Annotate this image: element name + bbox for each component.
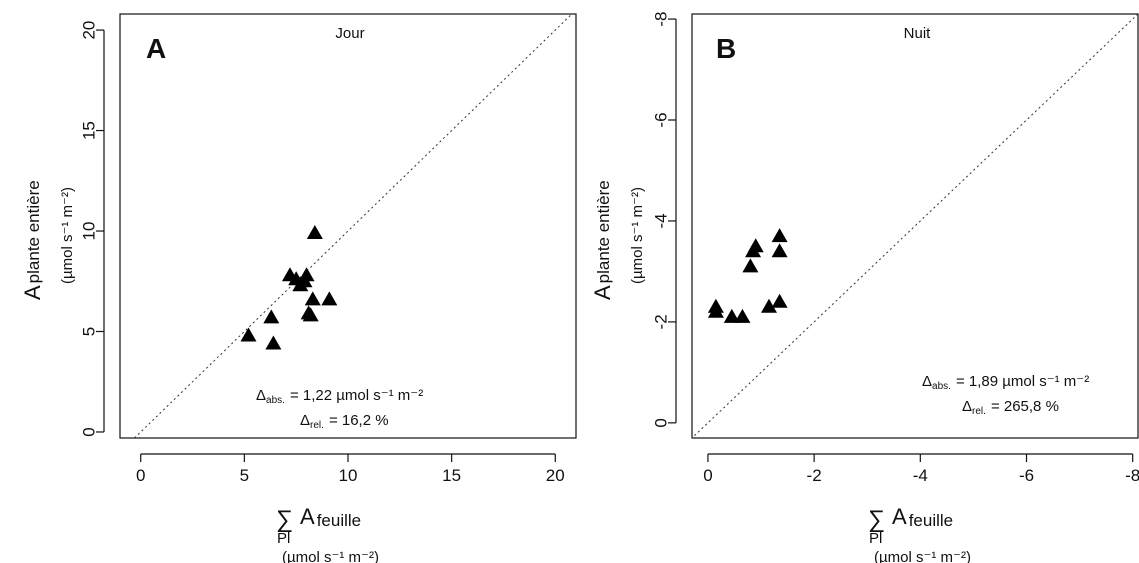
y-label-units-a: (µmol s⁻¹ m⁻²) [59,187,76,284]
y-tick-label-a: 0 [79,427,98,436]
x-label-units-b: (µmol s⁻¹ m⁻²) [874,549,971,563]
y-axis-b: 0 -2 -4 -6 -8 [651,11,677,428]
data-point-a [263,309,280,324]
data-point-b [760,298,777,313]
delta-rel-symbol-b: Δ [962,398,972,415]
y-tick-label-b: -6 [651,112,670,127]
delta-rel-value-a: = 16,2 % [329,412,389,429]
panel-a: 0 5 10 15 20 0 5 10 15 20 A Jour Δabs. = 1,22 µmo… [20,13,577,563]
x-label-sub-b: feuille [909,511,953,530]
panel-label-a: A [146,33,166,64]
data-point-b [734,308,751,323]
data-point-b [723,308,740,323]
svg-text:Aplante entière: Aplante entière [20,180,45,300]
data-point-b [771,293,788,308]
data-point-a [265,335,282,350]
delta-rel-sub-a: rel. [310,420,324,431]
x-label-main-b: A [892,504,907,529]
delta-rel-symbol-a: Δ [300,412,310,429]
y-label-main-a: A [20,285,45,300]
x-tick-label-b: 0 [703,466,712,485]
x-tick-label-a: 20 [546,466,565,485]
delta-rel-sub-b: rel. [972,406,986,417]
x-tick-label-b: -6 [1019,466,1034,485]
y-tick-label-b: -8 [651,11,670,26]
y-tick-label-b: -4 [651,213,670,228]
sum-symbol-b: ∑ [868,506,885,533]
x-tick-label-b: -2 [807,466,822,485]
x-tick-label-b: -4 [913,466,928,485]
y-label-main-b: A [590,285,615,300]
svg-text:Δrel.= 265,8 %: Δrel. = 265,8 % [962,398,1059,417]
panel-label-b: B [716,33,736,64]
delta-abs-sub-b: abs. [932,381,951,392]
x-label-units-a: (µmol s⁻¹ m⁻²) [282,549,379,563]
data-point-b [707,298,724,313]
data-point-a [304,291,321,306]
x-tick-label-a: 15 [442,466,461,485]
data-point-a [321,291,338,306]
delta-abs-sub-a: abs. [266,395,285,406]
y-tick-label-a: 5 [79,327,98,336]
delta-abs-value-b: = 1,89 µmol s⁻¹ m⁻² [956,373,1089,390]
svg-text:Aplante entière: Aplante entière [590,180,615,300]
data-points-a [240,225,338,350]
annotation-b: Δabs. = 1,89 µmol s⁻¹ m⁻² Δrel. = 265,8 % [922,373,1089,417]
sum-sub-a: Pl [277,530,290,547]
panel-b: 0 -2 -4 -6 -8 0 -2 -4 -6 -8 B Nuit Δabs. = 1,89 µ… [590,11,1139,563]
x-label-main-a: A [300,504,315,529]
sum-sub-b: Pl [869,530,882,547]
x-tick-label-a: 5 [240,466,249,485]
y-label-units-b: (µmol s⁻¹ m⁻²) [629,187,646,284]
y-label-sub-a: plante entière [24,180,43,283]
chart-title-a: Jour [335,25,364,42]
sum-symbol-a: ∑ [276,506,293,533]
x-axis-b: 0 -2 -4 -6 -8 [703,453,1139,485]
svg-text:Δrel.= 16,2 %: Δrel. = 16,2 % [300,412,389,431]
data-points-b [707,228,788,323]
x-tick-label-a: 0 [136,466,145,485]
data-point-b [747,238,764,253]
y-label-sub-b: plante entière [594,180,613,283]
data-point-b [771,243,788,258]
data-point-a [298,267,315,282]
x-tick-label-b: -8 [1125,466,1139,485]
y-axis-label-b: Aplante entière (µmol s⁻¹ m⁻²) [590,180,646,300]
y-tick-label-a: 10 [79,222,98,241]
delta-rel-value-b: = 265,8 % [991,398,1059,415]
plot-frame-b [691,13,1139,439]
y-axis-a: 0 5 10 15 20 [79,21,105,437]
chart-title-b: Nuit [904,25,932,42]
delta-abs-symbol-a: Δ [256,387,266,404]
y-tick-label-a: 20 [79,21,98,40]
x-axis-a: 0 5 10 15 20 [136,453,565,485]
y-tick-label-b: 0 [651,418,670,427]
y-tick-label-b: -2 [651,314,670,329]
delta-abs-symbol-b: Δ [922,373,932,390]
data-point-a [306,225,323,240]
svg-text:Δabs.= 1,89 µmol s⁻¹ m⁻²: Δabs. = 1,89 µmol s⁻¹ m⁻² [922,373,1089,392]
data-point-a [302,307,319,322]
one-to-one-line-a [134,13,573,439]
delta-abs-value-a: = 1,22 µmol s⁻¹ m⁻² [290,387,423,404]
x-label-sub-a: feuille [317,511,361,530]
y-axis-label-a: Aplante entière (µmol s⁻¹ m⁻²) [20,180,76,300]
data-point-b [771,228,788,243]
y-tick-label-a: 15 [79,121,98,140]
x-tick-label-a: 10 [339,466,358,485]
svg-text:Δabs.= 1,22 µmol s⁻¹ m⁻²: Δabs. = 1,22 µmol s⁻¹ m⁻² [256,387,423,406]
annotation-a: Δabs. = 1,22 µmol s⁻¹ m⁻² Δrel. = 16,2 % [256,387,423,431]
data-point-a [240,327,257,342]
data-point-b [742,258,759,273]
plot-frame-a [119,13,577,439]
